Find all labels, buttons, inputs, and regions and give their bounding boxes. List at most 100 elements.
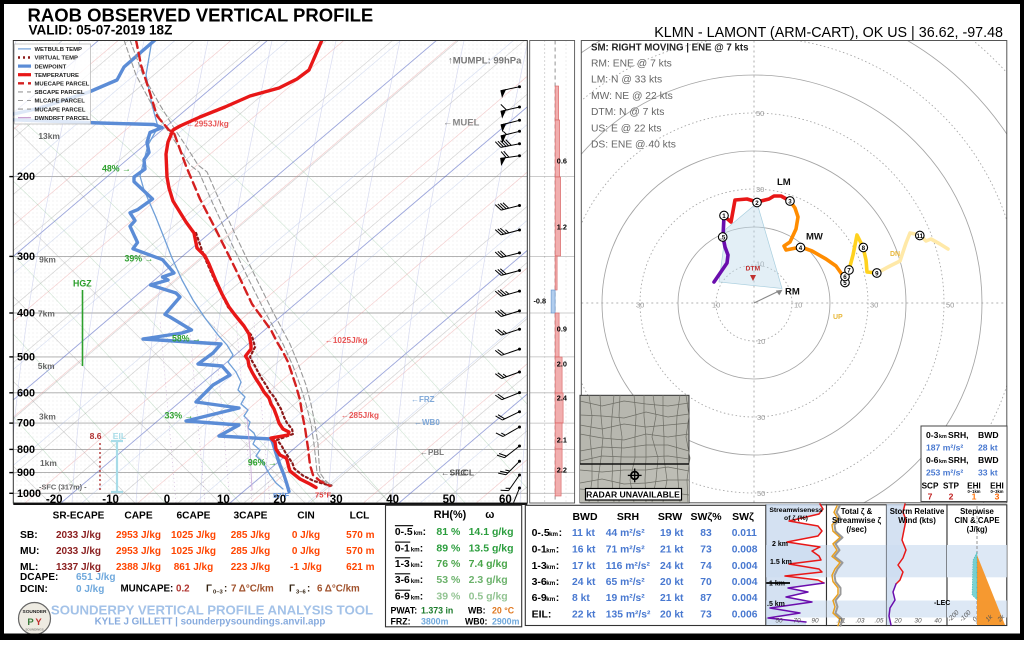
svg-text:1025 J/kg: 1025 J/kg — [171, 530, 216, 541]
svg-text::: : — [420, 592, 423, 603]
svg-text:SOUNDINGS: SOUNDINGS — [25, 628, 43, 632]
svg-text:Y: Y — [35, 617, 42, 628]
svg-text:km: km — [546, 596, 555, 603]
svg-text:21 kt: 21 kt — [660, 593, 684, 604]
svg-text:17 kt: 17 kt — [572, 561, 596, 572]
svg-text:1.373 in: 1.373 in — [421, 605, 453, 615]
svg-text:Streamwiseness: Streamwiseness — [769, 507, 822, 514]
svg-text:MLCAPE PARCEL: MLCAPE PARCEL — [35, 99, 86, 105]
svg-text:-1 J/kg: -1 J/kg — [290, 562, 322, 573]
svg-text:BWD: BWD — [978, 455, 999, 465]
svg-text:500: 500 — [17, 352, 35, 364]
svg-text:28 kt: 28 kt — [978, 443, 998, 453]
svg-text:30: 30 — [756, 185, 764, 194]
svg-text:6 Δ°C/km: 6 Δ°C/km — [317, 584, 360, 595]
svg-text:89 %: 89 % — [436, 542, 461, 554]
svg-text:Storm Relative: Storm Relative — [890, 507, 945, 516]
svg-text:0-3: 0-3 — [926, 430, 939, 440]
svg-text:←LCL: ←LCL — [449, 468, 474, 478]
svg-text:SR-ECAPE: SR-ECAPE — [53, 511, 105, 522]
svg-text:90: 90 — [811, 618, 819, 625]
svg-text:MW: MW — [806, 232, 823, 243]
svg-text:74: 74 — [700, 561, 712, 572]
svg-text:285 J/kg: 285 J/kg — [231, 530, 270, 541]
svg-text:75°F: 75°F — [315, 491, 331, 500]
svg-text:0 J/kg: 0 J/kg — [292, 530, 320, 541]
svg-text:←1025J/kg: ←1025J/kg — [325, 336, 368, 345]
svg-text:6-9: 6-9 — [532, 592, 547, 604]
svg-text:200: 200 — [17, 171, 35, 183]
svg-text:65 m²/s²: 65 m²/s² — [606, 577, 645, 588]
svg-text:SRW: SRW — [658, 511, 682, 523]
svg-text:0.006: 0.006 — [732, 610, 758, 621]
svg-text:←WB0: ←WB0 — [414, 418, 440, 427]
svg-text:-10: -10 — [102, 494, 119, 506]
svg-text:20 kt: 20 kt — [660, 610, 684, 621]
svg-text:24 kt: 24 kt — [660, 561, 684, 572]
svg-text:←FRZ: ←FRZ — [411, 395, 435, 404]
svg-text:1000: 1000 — [17, 488, 41, 500]
svg-text::: : — [559, 527, 563, 539]
svg-text:SWζ: SWζ — [732, 511, 754, 523]
svg-text:(/sec): (/sec) — [846, 525, 867, 534]
svg-text:0-.5: 0-.5 — [395, 527, 413, 538]
svg-text:km: km — [939, 459, 947, 465]
svg-text:0-.5: 0-.5 — [532, 527, 550, 539]
svg-text:SOUNDER: SOUNDER — [23, 609, 48, 615]
svg-text:km: km — [546, 580, 555, 587]
svg-text:←2953J/kg: ←2953J/kg — [186, 120, 229, 129]
svg-text:10: 10 — [712, 301, 720, 310]
svg-text:20: 20 — [893, 618, 902, 625]
svg-text:0 J/kg: 0 J/kg — [292, 546, 320, 557]
svg-text:60: 60 — [499, 494, 512, 506]
svg-text:-20: -20 — [46, 494, 63, 506]
svg-text:0.6: 0.6 — [557, 157, 567, 166]
svg-text:8 kt: 8 kt — [572, 593, 590, 604]
svg-text:Stepwise: Stepwise — [960, 507, 994, 516]
svg-text:0–3: 0–3 — [213, 590, 223, 596]
svg-text:SB:: SB: — [20, 530, 38, 541]
svg-text:EIL:: EIL: — [532, 609, 552, 621]
svg-text:DS: ENE @ 40 kts: DS: ENE @ 40 kts — [591, 140, 676, 151]
svg-text:DTM: N @ 7 kts: DTM: N @ 7 kts — [591, 107, 664, 118]
svg-text:2953 J/kg: 2953 J/kg — [116, 546, 161, 557]
svg-text:3km: 3km — [39, 412, 56, 422]
svg-text:16 kt: 16 kt — [572, 545, 596, 556]
svg-text:40: 40 — [934, 618, 942, 625]
svg-text:SWζ%: SWζ% — [690, 511, 722, 523]
svg-text:1: 1 — [722, 213, 726, 220]
svg-text:0-1: 0-1 — [395, 543, 410, 554]
svg-text:PWAT:: PWAT: — [391, 605, 418, 615]
svg-text:50: 50 — [756, 109, 764, 118]
svg-text:30: 30 — [914, 618, 922, 625]
svg-text:1.5 km: 1.5 km — [770, 559, 792, 566]
svg-text:CIN & CAPE: CIN & CAPE — [954, 516, 999, 525]
svg-text:.5 km: .5 km — [767, 601, 785, 608]
svg-text:.05: .05 — [874, 618, 883, 625]
svg-text:HGZ: HGZ — [73, 279, 92, 289]
svg-text:.5: .5 — [720, 234, 726, 241]
svg-text:-0.8: -0.8 — [534, 297, 547, 306]
svg-text:km: km — [549, 531, 558, 538]
svg-text::: : — [224, 584, 227, 595]
svg-text:600: 600 — [17, 387, 35, 399]
svg-text:2: 2 — [755, 200, 759, 207]
svg-text:CIN: CIN — [297, 511, 315, 522]
svg-text:EIL: EIL — [113, 431, 126, 441]
svg-text:651 J/kg: 651 J/kg — [76, 572, 115, 583]
svg-text:0.2: 0.2 — [176, 584, 190, 595]
svg-text:7km: 7km — [38, 309, 55, 319]
svg-text:30: 30 — [870, 301, 878, 310]
svg-text:KLMN - LAMONT (ARM-CART), OK U: KLMN - LAMONT (ARM-CART), OK US | 36.62,… — [654, 25, 1003, 41]
svg-text:21 kt: 21 kt — [660, 545, 684, 556]
svg-text:WB0:: WB0: — [465, 617, 488, 627]
svg-text:TEMPERATURE: TEMPERATURE — [35, 73, 79, 79]
svg-text:STP: STP — [943, 482, 959, 491]
svg-text:50: 50 — [775, 618, 783, 625]
svg-text:km: km — [546, 564, 555, 571]
svg-text:3800m: 3800m — [421, 617, 449, 627]
svg-text:VALID: 05-07-2019 18Z: VALID: 05-07-2019 18Z — [29, 23, 173, 38]
svg-text:50: 50 — [757, 489, 765, 498]
svg-text:(J/kg): (J/kg) — [967, 525, 988, 534]
svg-text:9: 9 — [875, 270, 879, 277]
